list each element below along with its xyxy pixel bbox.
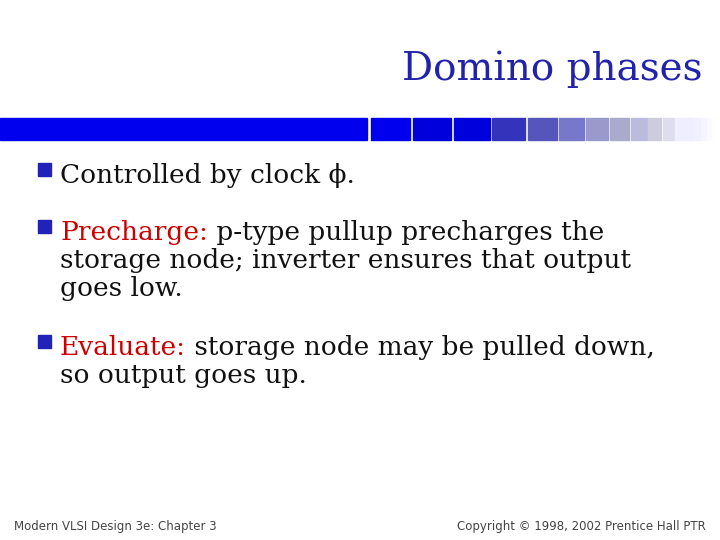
Bar <box>648 118 661 140</box>
Bar <box>38 163 51 176</box>
Bar <box>712 118 715 140</box>
Bar <box>685 118 693 140</box>
Bar <box>371 118 410 140</box>
Bar <box>707 118 711 140</box>
Bar <box>610 118 629 140</box>
Bar <box>0 118 367 140</box>
Bar <box>694 118 700 140</box>
Bar <box>675 118 684 140</box>
Text: Controlled by clock ϕ.: Controlled by clock ϕ. <box>60 163 355 188</box>
Bar <box>492 118 525 140</box>
Text: Modern VLSI Design 3e: Chapter 3: Modern VLSI Design 3e: Chapter 3 <box>14 520 217 533</box>
Bar <box>586 118 608 140</box>
Bar <box>413 118 451 140</box>
Text: Domino phases: Domino phases <box>402 51 702 88</box>
Bar <box>631 118 647 140</box>
Text: goes low.: goes low. <box>60 276 183 301</box>
Text: Copyright © 1998, 2002 Prentice Hall PTR: Copyright © 1998, 2002 Prentice Hall PTR <box>457 520 706 533</box>
Bar <box>38 335 51 348</box>
Text: p-type pullup precharges the: p-type pullup precharges the <box>208 220 604 245</box>
Text: Precharge:: Precharge: <box>60 220 208 245</box>
Bar <box>701 118 706 140</box>
Text: Evaluate:: Evaluate: <box>60 335 186 360</box>
Bar <box>663 118 674 140</box>
Text: storage node may be pulled down,: storage node may be pulled down, <box>186 335 655 360</box>
Bar <box>454 118 490 140</box>
Text: so output goes up.: so output goes up. <box>60 363 307 388</box>
Bar <box>528 118 557 140</box>
Text: storage node; inverter ensures that output: storage node; inverter ensures that outp… <box>60 248 631 273</box>
Bar <box>38 220 51 233</box>
Bar <box>559 118 584 140</box>
